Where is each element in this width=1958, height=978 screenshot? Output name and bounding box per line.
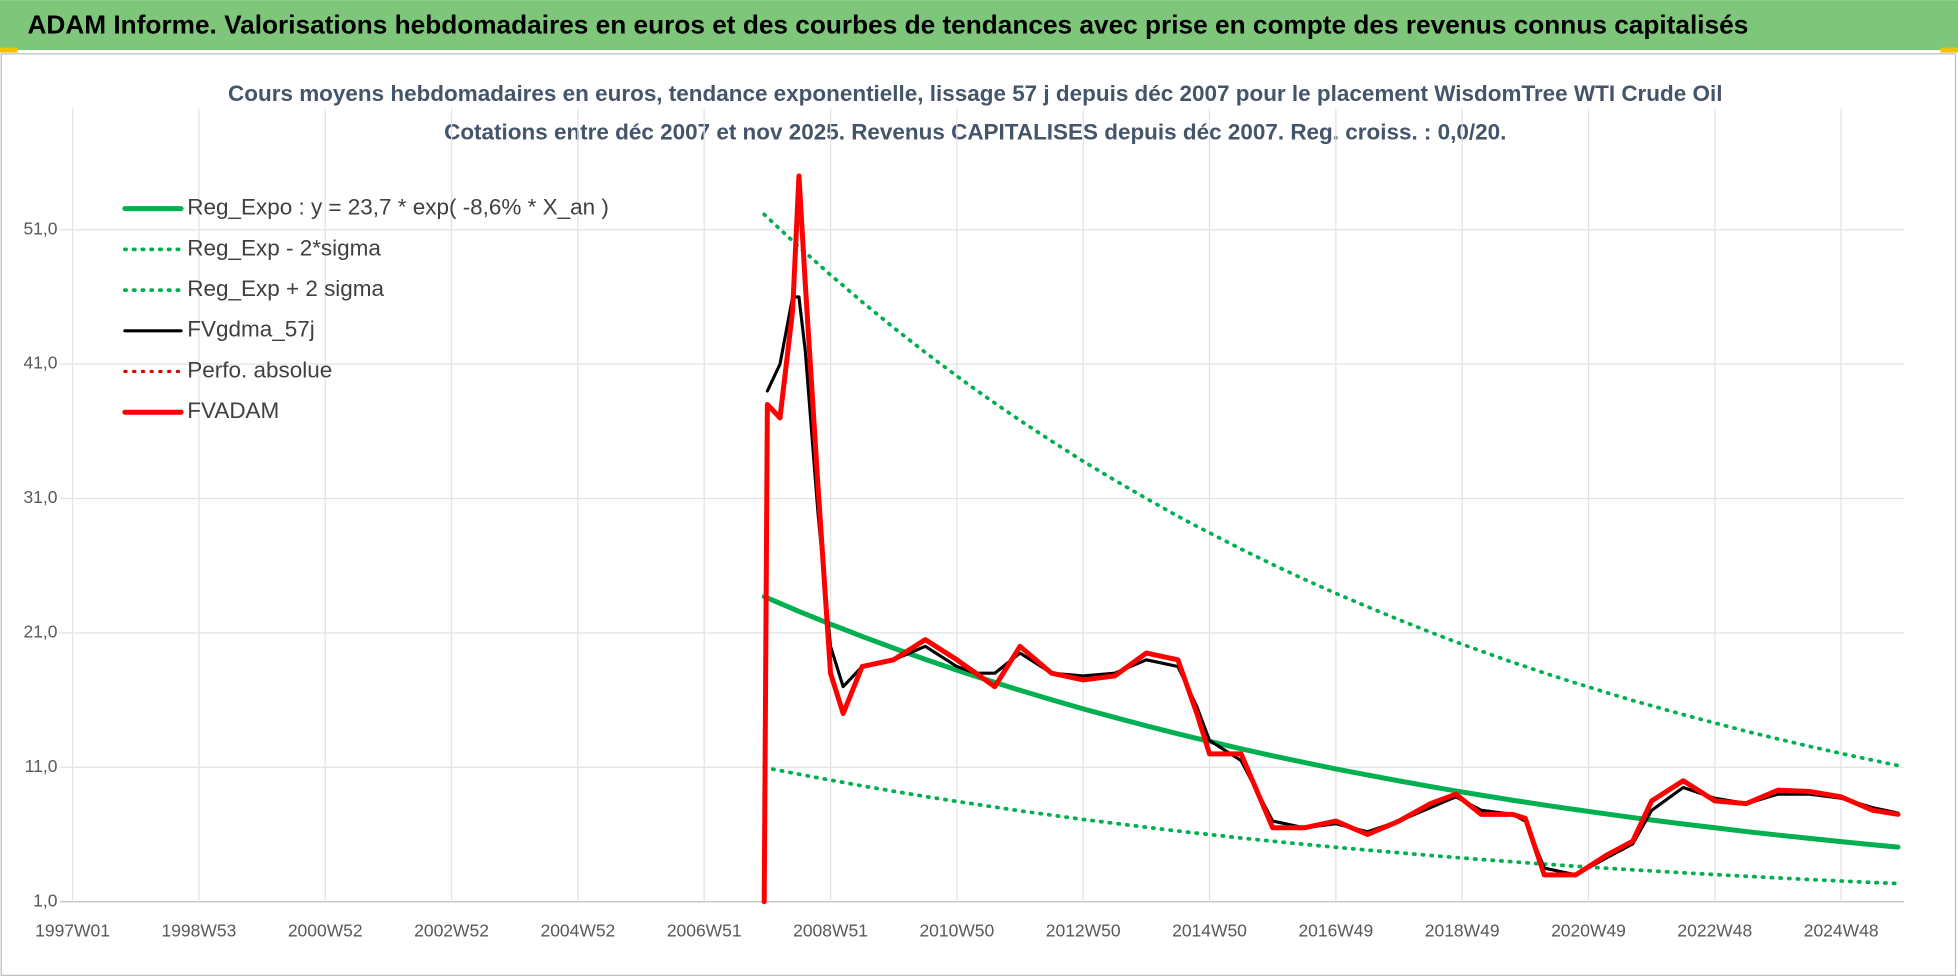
corner [1940, 47, 1958, 53]
x-tick-label: 2022W48 [1677, 920, 1752, 940]
series-line [761, 173, 1901, 905]
x-tick-label: 2018W49 [1425, 920, 1500, 940]
x-tick-label: 2006W51 [667, 920, 742, 940]
legend-label: Reg_Expo : y = 23,7 * exp( -8,6% * X_an … [187, 195, 609, 220]
x-tick-label: 2024W48 [1804, 920, 1879, 940]
series-line [761, 594, 1901, 850]
chart-title: Cours moyens hebdomadaires en euros, ten… [228, 81, 1722, 106]
y-tick-label: 41,0 [23, 353, 57, 373]
series-line [762, 212, 1900, 768]
header-bar [0, 0, 1958, 51]
grid: 1,0 11,0 21,0 31,0 41,0 51,0 1997W01 1998W53 200… [23, 108, 1905, 940]
x-tick-label: 2016W49 [1298, 920, 1373, 940]
corner [0, 47, 18, 53]
x-tick-label: 2004W52 [540, 920, 615, 940]
x-tick-label: 2010W50 [919, 920, 994, 940]
plot-lines [761, 173, 1901, 905]
x-tick-label: 2002W52 [414, 920, 489, 940]
y-tick-label: 51,0 [23, 218, 57, 238]
legend-label: FVADAM [187, 398, 279, 423]
chart-frame [0, 53, 1957, 977]
legend-label: FVgdma_57j [187, 317, 314, 342]
legend-label: Reg_Exp - 2*sigma [187, 235, 381, 260]
y-tick-label: 11,0 [25, 756, 58, 776]
x-tick-label: 2020W49 [1551, 920, 1626, 940]
x-tick-label: 2012W50 [1046, 920, 1121, 940]
y-tick-label: 21,0 [23, 622, 57, 642]
legend-label: Perfo. absolue [187, 357, 332, 382]
series-line [762, 765, 1900, 886]
x-tick-label: 1997W01 [35, 920, 110, 940]
header-title: ADAM Informe. Valorisations hebdomadaire… [27, 9, 1748, 39]
x-tick-label: 1998W53 [162, 920, 237, 940]
y-tick-label: 1,0 [33, 890, 58, 910]
x-tick-label: 2000W52 [288, 920, 363, 940]
x-tick-label: 2008W51 [793, 920, 868, 940]
x-tick-label: 2014W50 [1172, 920, 1247, 940]
y-tick-label: 31,0 [23, 487, 57, 507]
legend-label: Reg_Exp + 2 sigma [187, 276, 384, 301]
legend: Reg_Expo : y = 23,7 * exp( -8,6% * X_an … [122, 195, 609, 423]
chart-subtitle: Cotations entre déc 2007 et nov 2025. Re… [444, 120, 1506, 145]
